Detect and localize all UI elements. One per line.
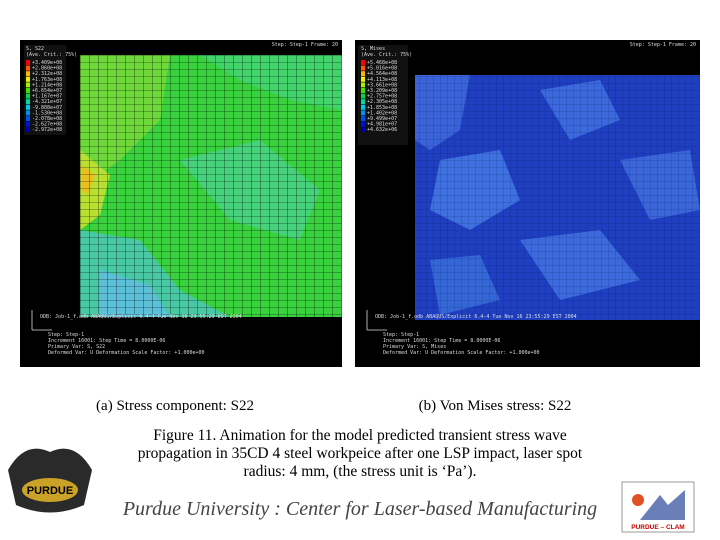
legend-swatch bbox=[26, 60, 30, 65]
info-line: Primary Var: S, S22 bbox=[48, 344, 105, 350]
info-line: Deformed Var: U Deformation Scale Factor… bbox=[383, 350, 540, 356]
legend-value: +2.757e+08 bbox=[367, 94, 397, 100]
legend-swatch bbox=[361, 93, 365, 99]
legend-swatch bbox=[26, 127, 30, 133]
axis-triad bbox=[366, 310, 387, 331]
figure-caption-line: propagation in 35CD 4 steel workpeice af… bbox=[138, 445, 583, 462]
info-line: Deformed Var: U Deformation Scale Factor… bbox=[48, 350, 205, 356]
odb-line: ODB: Job-1_f.odb ABAQUS/Explicit 6.4-4 T… bbox=[375, 314, 577, 320]
legend-value: +3.209e+08 bbox=[367, 88, 397, 94]
legend-value: -4.321e+07 bbox=[32, 99, 62, 105]
legend-swatch bbox=[26, 88, 30, 93]
info-line: Step: Step-1 bbox=[48, 332, 84, 338]
legend-value: +1.214e+08 bbox=[32, 82, 62, 88]
legend-swatch bbox=[361, 116, 365, 121]
legend-swatch bbox=[361, 71, 365, 77]
legend-swatch bbox=[361, 99, 365, 105]
legend-swatch bbox=[361, 110, 365, 116]
info-line: Primary Var: S, Mises bbox=[383, 344, 446, 350]
legend-value: +5.016e+08 bbox=[367, 66, 397, 72]
legend-swatch bbox=[26, 110, 30, 116]
legend-swatch bbox=[26, 65, 30, 71]
legend-swatch bbox=[361, 82, 365, 88]
legend-subtitle: (Ave. Crit.: 75%) bbox=[361, 52, 412, 58]
legend-title: S, Mises bbox=[361, 46, 385, 52]
info-line: Increment 16001: Step Time = 8.0000E-06 bbox=[48, 338, 165, 344]
legend-swatch bbox=[26, 116, 30, 121]
legend-swatch bbox=[26, 99, 30, 105]
panel-caption: (a) Stress component: S22 bbox=[96, 398, 254, 414]
legend-swatch bbox=[361, 76, 365, 82]
legend-swatch bbox=[361, 60, 365, 65]
figure-caption-line: Figure 11. Animation for the model predi… bbox=[153, 427, 567, 444]
legend-swatch bbox=[361, 121, 365, 127]
legend-value: +1.853e+08 bbox=[367, 105, 397, 111]
legend-swatch bbox=[26, 121, 30, 127]
legend-swatch bbox=[361, 104, 365, 110]
logo-right: PURDUE – CLAM bbox=[621, 481, 695, 533]
logo-left: PURDUE bbox=[8, 448, 92, 513]
figure-caption-line: radius: 4 mm, (the stress unit is ‘Pa’). bbox=[244, 463, 477, 480]
legend-title: S, S22 bbox=[26, 46, 44, 52]
legend-value: -2.627e+08 bbox=[32, 122, 62, 128]
legend-value: +4.564e+08 bbox=[367, 71, 397, 77]
info-line: Increment 16001: Step Time = 8.0000E-06 bbox=[383, 338, 500, 344]
legend-value: -1.530e+08 bbox=[32, 110, 62, 116]
info-line: Step: Step-1 bbox=[383, 332, 419, 338]
legend-value: +1.167e+07 bbox=[32, 94, 62, 100]
footer: Purdue University : Center for Laser-bas… bbox=[122, 498, 597, 520]
logo-right-text: PURDUE – CLAM bbox=[631, 524, 684, 531]
legend-value: +3.409e+08 bbox=[32, 60, 62, 66]
logo-left-text: PURDUE bbox=[27, 485, 73, 497]
legend-value: -2.078e+08 bbox=[32, 116, 62, 122]
legend-swatch bbox=[361, 88, 365, 93]
legend-swatch bbox=[26, 104, 30, 110]
legend-swatch bbox=[26, 76, 30, 82]
legend-value: -9.808e+07 bbox=[32, 105, 62, 111]
odb-line: ODB: Job-1_f.odb ABAQUS/Explicit 6.4-4 T… bbox=[40, 314, 242, 320]
legend-swatch bbox=[26, 71, 30, 77]
legend-value: +2.312e+08 bbox=[32, 71, 62, 77]
step-label: Step: Step-1 Frame: 20 bbox=[272, 42, 338, 48]
axis-triad bbox=[31, 310, 52, 331]
legend-value: +2.305e+08 bbox=[367, 99, 397, 105]
panel-caption: (b) Von Mises stress: S22 bbox=[419, 398, 572, 414]
legend-value: +4.632e+06 bbox=[367, 127, 397, 133]
legend-value: +2.860e+08 bbox=[32, 66, 62, 72]
legend-value: -2.972e+08 bbox=[32, 127, 62, 133]
legend-value: +4.113e+08 bbox=[367, 77, 397, 83]
right-image bbox=[355, 40, 700, 367]
legend-value: +1.763e+08 bbox=[32, 77, 62, 83]
legend-value: +9.499e+07 bbox=[367, 116, 397, 122]
legend-value: +6.654e+07 bbox=[32, 88, 62, 94]
legend-swatch bbox=[26, 93, 30, 99]
legend-value: +4.981e+07 bbox=[367, 122, 397, 128]
step-label: Step: Step-1 Frame: 20 bbox=[630, 42, 696, 48]
legend-subtitle: (Ave. Crit.: 75%) bbox=[26, 52, 77, 58]
legend-swatch bbox=[361, 65, 365, 71]
legend-value: +5.468e+08 bbox=[367, 60, 397, 66]
legend-value: +3.661e+08 bbox=[367, 82, 397, 88]
legend-swatch bbox=[361, 127, 365, 133]
left-image bbox=[20, 40, 342, 367]
legend-value: +1.402e+08 bbox=[367, 110, 397, 116]
legend-swatch bbox=[26, 82, 30, 88]
